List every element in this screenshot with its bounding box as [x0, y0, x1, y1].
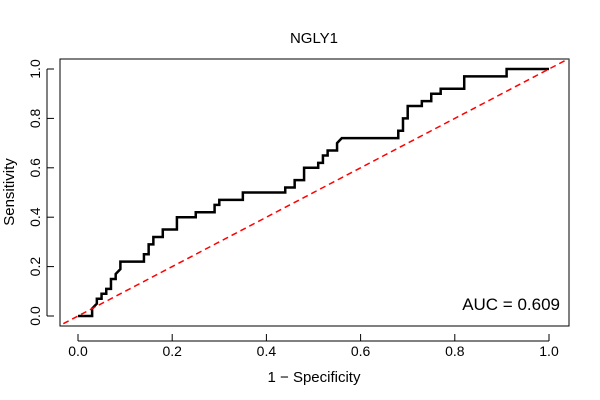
plot-frame: [59, 58, 570, 327]
x-tick-label: 0.4: [257, 343, 277, 359]
chart-title: NGLY1: [290, 30, 338, 47]
x-tick-label: 0.0: [68, 343, 88, 359]
y-tick-label: 0.6: [27, 158, 43, 178]
y-tick-label: 0.4: [27, 207, 43, 227]
x-tick-label: 0.8: [445, 343, 465, 359]
auc-annotation: AUC = 0.609: [462, 295, 560, 314]
y-axis-label: Sensitivity: [1, 158, 18, 226]
x-tick-label: 1.0: [539, 343, 559, 359]
y-tick-label: 0.8: [27, 108, 43, 128]
y-tick-label: 1.0: [27, 59, 43, 79]
reference-diagonal-line: [60, 59, 569, 326]
x-axis-label: 1 − Specificity: [268, 369, 361, 386]
x-tick-label: 0.2: [162, 343, 182, 359]
roc-curve: [78, 67, 549, 318]
y-tick-label: 0.0: [27, 306, 43, 326]
x-tick-label: 0.6: [351, 343, 371, 359]
y-tick-label: 0.2: [27, 257, 43, 277]
